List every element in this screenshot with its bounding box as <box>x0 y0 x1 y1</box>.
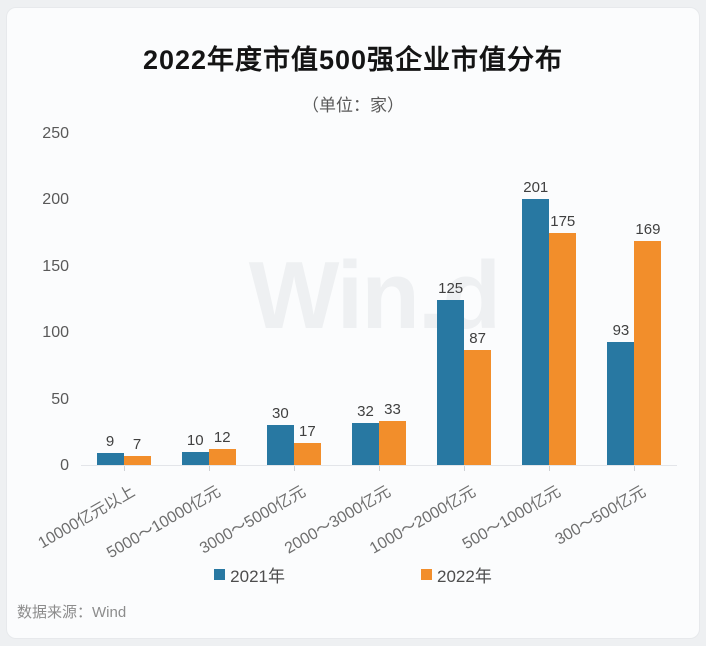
legend-item: 2022年 <box>421 562 492 587</box>
bar-value-label: 32 <box>357 402 374 420</box>
bar-group: 125 87 <box>422 134 507 465</box>
x-tick-mark <box>208 466 210 471</box>
legend-label: 2022年 <box>437 566 492 586</box>
legend-swatch <box>421 568 432 580</box>
bar-value-label: 17 <box>299 422 316 440</box>
bar <box>96 453 124 465</box>
bar-value-label: 201 <box>523 178 549 196</box>
bar <box>351 422 379 465</box>
bar-wrapper: 93 <box>607 134 635 465</box>
bar-wrapper: 10 <box>181 134 209 465</box>
x-cell: 500～1000亿元 <box>460 466 592 558</box>
bar-value-label: 87 <box>469 329 486 347</box>
bar-wrapper: 201 <box>522 134 550 465</box>
bar-value-label: 169 <box>635 221 661 239</box>
bar <box>634 241 662 465</box>
bar-value-label: 33 <box>384 401 401 419</box>
chart-card: 2022年度市值500强企业市值分布 （单位：家） 0 50 100 150 200 25… <box>6 7 700 639</box>
legend: 2021年 2022年 <box>7 562 699 586</box>
bar-value-label: 93 <box>612 321 630 339</box>
bar-group: 30 17 <box>251 134 336 465</box>
x-tick-mark <box>123 466 125 471</box>
x-axis-labels: 10000亿元以上 5000～10000亿元 3000～5000亿元 2000～300… <box>36 466 677 562</box>
bar-group: 32 33 <box>336 134 421 465</box>
bar <box>549 233 577 465</box>
bar-wrapper: 175 <box>549 134 577 465</box>
x-tick-mark <box>634 466 636 471</box>
bar <box>266 425 294 465</box>
x-tick-mark <box>293 466 295 471</box>
plot-area: Win.d 9 7 10 12 30 17 32 33 125 87 201 175 93 169 <box>81 134 677 466</box>
legend-item: 2021年 <box>214 562 285 587</box>
y-tick-label: 250 <box>42 125 69 142</box>
bar-value-label: 175 <box>550 213 576 231</box>
y-tick-label: 150 <box>42 257 69 275</box>
x-tick-mark <box>378 466 380 471</box>
bar-value-label: 9 <box>105 433 115 451</box>
bar-value-label: 10 <box>186 431 204 449</box>
bar <box>208 449 236 465</box>
data-source: 数据来源：Wind <box>17 604 127 621</box>
bar <box>378 421 406 465</box>
bar-wrapper: 17 <box>293 134 321 465</box>
bar-wrapper: 33 <box>378 134 406 465</box>
y-tick-label: 0 <box>60 457 69 474</box>
bar <box>437 299 465 465</box>
bar <box>464 349 492 465</box>
y-tick-label: 100 <box>42 324 69 342</box>
chart-subtitle: （单位：家） <box>302 96 404 115</box>
x-cell: 3000～5000亿元 <box>197 466 336 558</box>
legend-swatch <box>214 568 226 580</box>
bar-group: 201 175 <box>507 134 592 465</box>
bar <box>181 451 209 465</box>
bar <box>607 341 635 465</box>
y-tick-label: 200 <box>42 191 69 209</box>
bar-group: 93 169 <box>592 134 677 465</box>
bar-value-label: 30 <box>272 405 289 423</box>
bar-wrapper: 125 <box>437 134 465 465</box>
bar-wrapper: 169 <box>634 134 662 465</box>
bar-wrapper: 87 <box>464 134 492 465</box>
x-tick-mark <box>464 466 466 471</box>
x-cell: 300～500亿元 <box>553 466 677 558</box>
bar-value-label: 7 <box>132 435 142 453</box>
x-cell: 1000～2000亿元 <box>367 466 507 558</box>
x-cell: 5000～10000亿元 <box>104 466 251 562</box>
bar-wrapper: 12 <box>208 134 236 465</box>
x-cell: 2000～3000亿元 <box>282 466 421 558</box>
y-axis: 0 50 100 150 200 250 <box>7 125 81 474</box>
bar-wrapper: 7 <box>123 134 151 465</box>
y-tick-label: 50 <box>51 390 69 408</box>
bar-value-label: 125 <box>438 279 464 297</box>
bar-group: 10 12 <box>166 134 251 465</box>
bar-chart: 0 50 100 150 200 250 Win.d 9 7 10 12 30 17 32 33 125 8… <box>7 125 699 474</box>
bar-wrapper: 9 <box>96 134 124 465</box>
bar <box>293 442 321 465</box>
bar <box>123 455 151 465</box>
chart-title: 2022年度市值500强企业市值分布 <box>142 45 564 75</box>
x-tick-mark <box>549 466 551 471</box>
bar-wrapper: 32 <box>351 134 379 465</box>
x-cell: 10000亿元以上 <box>36 466 166 558</box>
bar-value-label: 12 <box>213 429 231 447</box>
legend-label: 2021年 <box>230 566 285 586</box>
bar <box>522 198 550 465</box>
bar-wrapper: 30 <box>266 134 294 465</box>
